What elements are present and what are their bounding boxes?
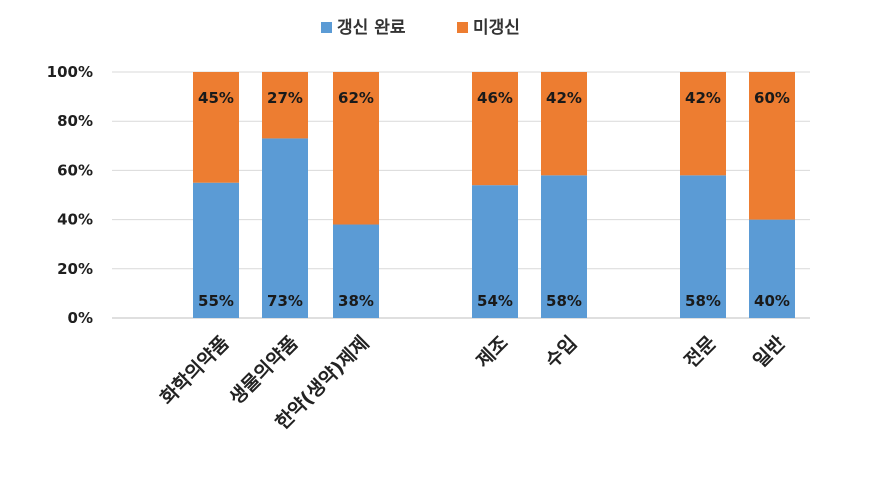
bar-segment-not-updated bbox=[680, 72, 726, 176]
bar-segment-not-updated bbox=[541, 72, 587, 176]
bar-segment-not-updated bbox=[472, 72, 518, 186]
legend: 갱신 완료 미갱신 bbox=[321, 18, 520, 38]
legend-swatch bbox=[321, 22, 332, 33]
data-label: 38% bbox=[338, 292, 374, 310]
y-tick-label: 60% bbox=[57, 161, 93, 179]
y-tick-label: 100% bbox=[47, 63, 93, 81]
x-category-label: 일반 bbox=[749, 332, 790, 373]
data-label: 58% bbox=[685, 292, 721, 310]
data-label: 42% bbox=[546, 89, 582, 107]
legend-swatch bbox=[457, 22, 468, 33]
bar-segment-not-updated bbox=[193, 72, 239, 183]
legend-label: 갱신 완료 bbox=[337, 18, 406, 38]
data-label: 58% bbox=[546, 292, 582, 310]
data-label: 54% bbox=[477, 292, 513, 310]
bar-segment-updated bbox=[749, 219, 795, 318]
bar-segment-updated bbox=[472, 185, 518, 318]
data-label: 27% bbox=[267, 89, 303, 107]
legend-label: 미갱신 bbox=[473, 18, 520, 38]
bar-segment-updated bbox=[333, 224, 379, 318]
bar-segment-updated bbox=[193, 182, 239, 318]
y-tick-label: 20% bbox=[57, 260, 93, 278]
bar-segment-not-updated bbox=[262, 72, 308, 139]
data-label: 42% bbox=[685, 89, 721, 107]
data-label: 55% bbox=[198, 292, 234, 310]
data-label: 60% bbox=[754, 89, 790, 107]
x-category-label: 수입 bbox=[541, 332, 581, 372]
x-category-label: 전문 bbox=[680, 332, 720, 372]
y-tick-label: 80% bbox=[57, 112, 93, 130]
data-label: 62% bbox=[338, 89, 374, 107]
bar-segment-updated bbox=[680, 175, 726, 318]
x-category-label: 화학의약품 bbox=[156, 332, 233, 409]
bar-segment-updated bbox=[541, 175, 587, 318]
data-label: 40% bbox=[754, 292, 790, 310]
x-category-label: 제조 bbox=[472, 332, 512, 372]
data-labels: 55% 45% 73% 27% 38% 62% 54% 46% 58% 42% 58% 42% 40% 6… bbox=[198, 89, 790, 310]
bar-segment-not-updated bbox=[749, 72, 795, 220]
data-label: 73% bbox=[267, 292, 303, 310]
bar-segment-updated bbox=[262, 138, 308, 318]
bars bbox=[193, 72, 795, 318]
y-axis-ticks: 0% 20% 40% 60% 80% 100% bbox=[47, 63, 93, 327]
bar-segment-not-updated bbox=[333, 72, 379, 225]
data-label: 45% bbox=[198, 89, 234, 107]
y-tick-label: 0% bbox=[68, 309, 93, 327]
data-label: 46% bbox=[477, 89, 513, 107]
y-tick-label: 40% bbox=[57, 211, 93, 229]
